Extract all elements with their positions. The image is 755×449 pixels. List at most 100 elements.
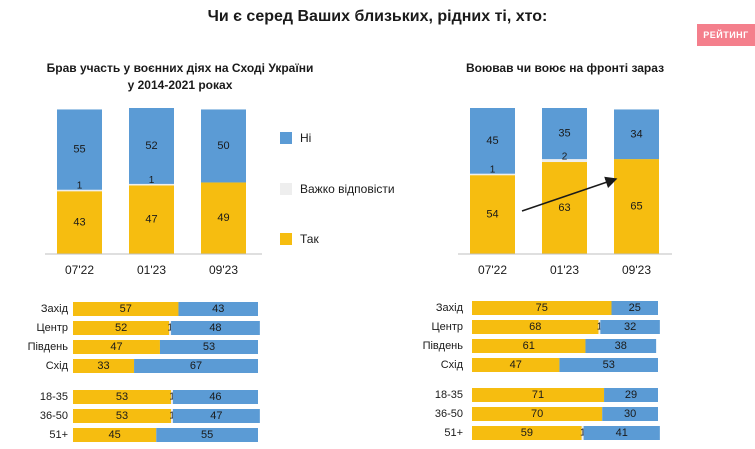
bar-segment <box>134 359 258 373</box>
bar-segment <box>129 108 174 184</box>
bar-segment <box>73 409 172 423</box>
legend-swatch <box>280 233 292 245</box>
bar-segment <box>583 426 660 440</box>
left-chart-title: Брав участь у воєнних діях на Сході Укра… <box>40 60 320 94</box>
right-chart-title-line: Воював чи воює на фронті зараз <box>465 61 665 75</box>
data-label: 1 <box>490 165 496 176</box>
bar-segment <box>129 183 174 186</box>
row-label: Південь <box>28 341 69 353</box>
tick-label: 09'23 <box>622 263 651 277</box>
data-label: 53 <box>203 341 215 353</box>
data-label: 2 <box>562 152 568 163</box>
data-label: 61 <box>523 340 535 352</box>
data-label: 47 <box>510 359 522 371</box>
bar-segment <box>57 191 102 254</box>
bar-segment <box>169 321 172 335</box>
legend-label: Важко відповісти <box>300 182 395 196</box>
bar-segment <box>470 108 515 174</box>
data-label: 53 <box>116 391 128 403</box>
row-label: Схід <box>441 359 464 371</box>
bar-segment <box>472 358 560 372</box>
row-label: 36-50 <box>435 408 463 420</box>
legend-item-no: Ні <box>280 131 311 145</box>
left-chart-title-line: у 2014-2021 роках <box>127 78 233 92</box>
row-label: Центр <box>432 321 464 333</box>
bar-segment <box>171 390 173 404</box>
bar-segment <box>171 321 260 335</box>
data-label: 68 <box>529 321 541 333</box>
bar-segment <box>171 409 173 423</box>
data-label: 30 <box>624 408 636 420</box>
bar-segment <box>542 162 587 254</box>
tick-label: 09'23 <box>209 263 238 277</box>
row-label: 36-50 <box>40 410 68 422</box>
data-label: 25 <box>629 302 641 314</box>
legend-swatch <box>280 183 292 195</box>
brand-logo: РЕЙТИНГ <box>697 24 755 46</box>
bar-segment <box>57 109 102 190</box>
bar-segment <box>57 189 102 192</box>
data-label: 54 <box>486 209 498 221</box>
data-label: 57 <box>120 303 132 315</box>
data-label: 38 <box>615 340 627 352</box>
bar-segment <box>602 407 658 421</box>
bar-segment <box>472 320 599 334</box>
legend-label: Ні <box>300 131 312 145</box>
data-label: 67 <box>190 360 202 372</box>
data-label: 45 <box>486 135 498 147</box>
bar-segment <box>201 109 246 183</box>
bar-segment <box>472 407 603 421</box>
data-label: 71 <box>532 389 544 401</box>
data-label: 43 <box>212 303 224 315</box>
bar-segment <box>472 426 582 440</box>
bar-segment <box>156 428 258 442</box>
tick-label: 07'22 <box>65 263 94 277</box>
bar-segment <box>159 340 258 354</box>
left-chart-title-line: Брав участь у воєнних діях на Сході Укра… <box>46 61 314 75</box>
bar-segment <box>614 109 659 160</box>
data-label: 53 <box>603 359 615 371</box>
bar-segment <box>585 339 657 353</box>
data-label: 1 <box>167 323 173 334</box>
bar-segment <box>559 358 658 372</box>
data-label: 43 <box>73 217 85 229</box>
data-label: 1 <box>169 392 175 403</box>
row-label: Центр <box>37 322 69 334</box>
tick-label: 01'23 <box>137 263 166 277</box>
data-label: 47 <box>145 214 157 226</box>
data-label: 1 <box>149 175 155 186</box>
data-label: 47 <box>110 341 122 353</box>
bar-segment <box>172 409 260 423</box>
tick-label: 07'22 <box>478 263 507 277</box>
tick-label: 01'23 <box>550 263 579 277</box>
data-label: 52 <box>115 322 127 334</box>
bar-segment <box>472 301 612 315</box>
data-label: 53 <box>116 410 128 422</box>
data-label: 1 <box>169 411 175 422</box>
bar-segment <box>201 182 246 254</box>
bar-segment <box>73 321 170 335</box>
data-label: 70 <box>531 408 543 420</box>
data-label: 35 <box>558 128 570 140</box>
legend-item-yes: Так <box>280 232 319 246</box>
data-label: 55 <box>201 429 213 441</box>
data-label: 63 <box>558 202 570 214</box>
data-label: 48 <box>209 322 221 334</box>
bar-segment <box>472 339 586 353</box>
data-label: 65 <box>630 201 642 213</box>
row-label: Захід <box>41 303 69 315</box>
data-label: 45 <box>109 429 121 441</box>
bar-segment <box>73 340 160 354</box>
bar-segment <box>598 320 601 334</box>
bar-segment <box>470 173 515 176</box>
bar-segment <box>611 301 658 315</box>
data-label: 75 <box>536 302 548 314</box>
bar-segment <box>614 159 659 254</box>
bar-segment <box>178 302 258 316</box>
bar-segment <box>542 108 587 160</box>
row-label: 18-35 <box>40 391 68 403</box>
data-label: 52 <box>145 140 157 152</box>
data-label: 47 <box>210 410 222 422</box>
bar-segment <box>73 390 172 404</box>
bar-segment <box>129 185 174 254</box>
